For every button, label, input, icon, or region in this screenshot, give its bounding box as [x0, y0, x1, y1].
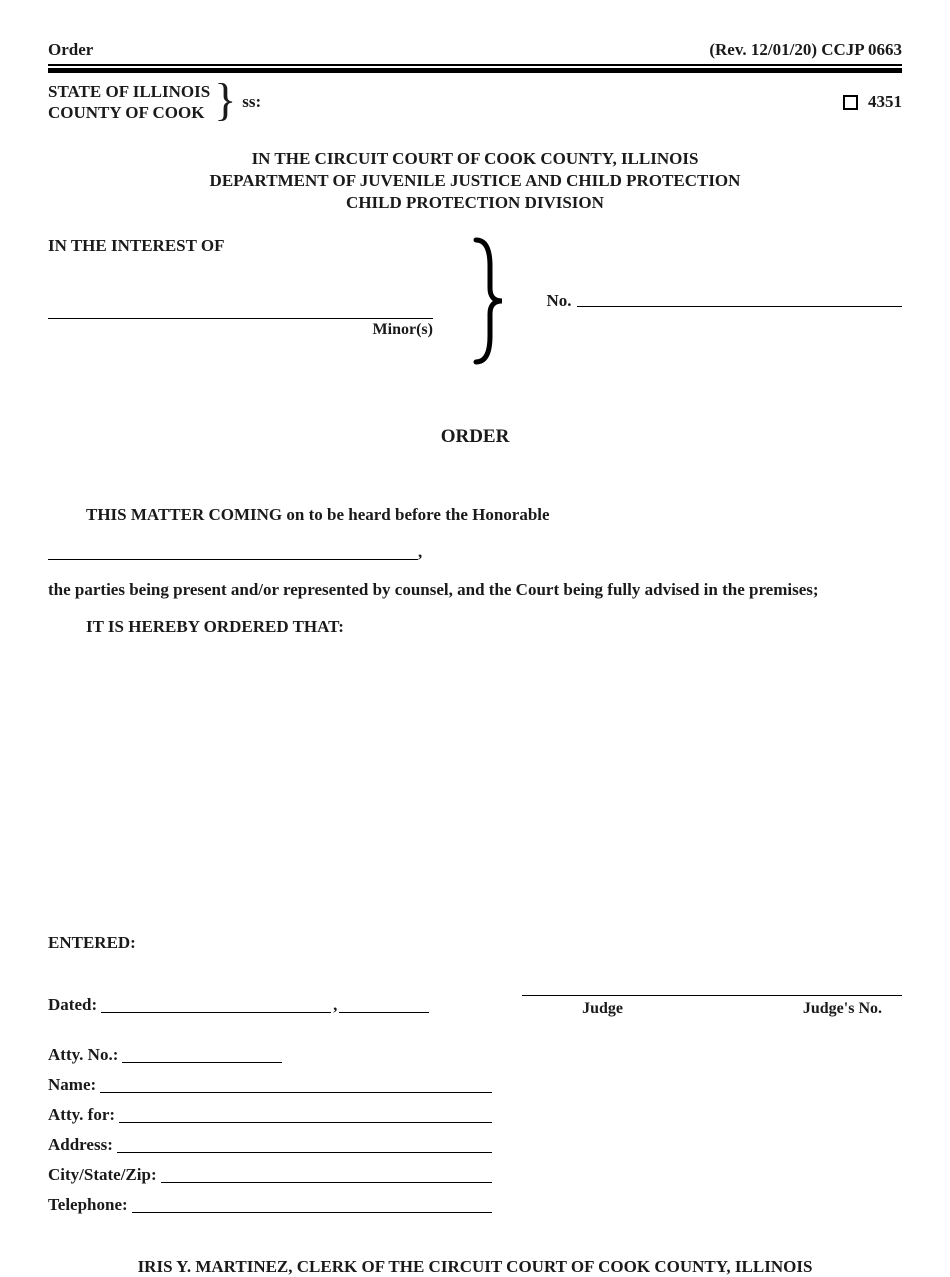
dated-row: Dated: ,	[48, 995, 492, 1015]
signature-left-column: Dated: , Atty. No.: Name: Atty. for: Add…	[48, 995, 492, 1225]
judge-labels-row: Judge Judge's No.	[522, 1000, 902, 1018]
minor-name-line[interactable]	[48, 318, 433, 319]
header-double-rule	[48, 68, 902, 73]
caption-left: IN THE INTEREST OF Minor(s)	[48, 236, 466, 366]
date-comma: ,	[333, 995, 337, 1015]
telephone-row: Telephone:	[48, 1195, 492, 1215]
city-state-zip-row: City/State/Zip:	[48, 1165, 492, 1185]
honorable-name-line[interactable]	[48, 559, 418, 560]
address-label: Address:	[48, 1135, 113, 1155]
curly-brace-svg	[468, 236, 504, 366]
date-line-2[interactable]	[339, 1012, 429, 1013]
atty-no-row: Atty. No.:	[48, 1045, 492, 1065]
signature-section: Dated: , Atty. No.: Name: Atty. for: Add…	[48, 995, 902, 1225]
case-no-line[interactable]	[577, 306, 902, 307]
form-4351-checkbox[interactable]	[843, 95, 858, 110]
county-line: COUNTY OF COOK	[48, 102, 210, 123]
body-line3-text: IT IS HEREBY ORDERED THAT:	[86, 617, 344, 636]
date-line-1[interactable]	[101, 1012, 331, 1013]
judge-label: Judge	[582, 1000, 623, 1018]
court-heading-line3: CHILD PROTECTION DIVISION	[48, 192, 902, 214]
state-county-text: STATE OF ILLINOIS COUNTY OF COOK	[48, 81, 210, 124]
order-title: ORDER	[48, 426, 902, 448]
page-header: Order (Rev. 12/01/20) CCJP 0663	[48, 40, 902, 66]
dated-label: Dated:	[48, 995, 97, 1015]
header-left: Order	[48, 40, 93, 60]
atty-for-label: Atty. for:	[48, 1105, 115, 1125]
telephone-label: Telephone:	[48, 1195, 128, 1215]
atty-no-label: Atty. No.:	[48, 1045, 118, 1065]
state-line: STATE OF ILLINOIS	[48, 81, 210, 102]
signature-right-column: Judge Judge's No.	[522, 995, 902, 1225]
address-line[interactable]	[117, 1152, 492, 1153]
brace-large-icon	[466, 236, 506, 366]
clerk-footer: IRIS Y. MARTINEZ, CLERK OF THE CIRCUIT C…	[48, 1257, 902, 1277]
body-line2: the parties being present and/or represe…	[48, 571, 902, 608]
address-row: Address:	[48, 1135, 492, 1155]
case-caption: IN THE INTEREST OF Minor(s) No.	[48, 236, 902, 366]
entered-label: ENTERED:	[48, 933, 902, 953]
atty-for-row: Atty. for:	[48, 1105, 492, 1125]
judge-no-label: Judge's No.	[803, 1000, 882, 1018]
body-line3: IT IS HEREBY ORDERED THAT:	[48, 608, 902, 645]
header-right: (Rev. 12/01/20) CCJP 0663	[709, 40, 902, 60]
telephone-line[interactable]	[132, 1212, 492, 1213]
court-heading: IN THE CIRCUIT COURT OF COOK COUNTY, ILL…	[48, 148, 902, 214]
jurisdiction-block: STATE OF ILLINOIS COUNTY OF COOK } ss: 4…	[48, 81, 902, 124]
interest-of-label: IN THE INTEREST OF	[48, 236, 466, 256]
ss-label: ss:	[242, 92, 261, 112]
form-4351-number: 4351	[868, 92, 902, 112]
order-body: THIS MATTER COMING on to be heard before…	[48, 496, 902, 646]
judge-signature-line[interactable]	[522, 995, 902, 996]
name-label: Name:	[48, 1075, 96, 1095]
body-line1-prefix: THIS MATTER COMING on to be heard before…	[86, 505, 550, 524]
state-county-group: STATE OF ILLINOIS COUNTY OF COOK } ss:	[48, 81, 261, 124]
brace-small-icon: }	[214, 82, 236, 119]
court-heading-line1: IN THE CIRCUIT COURT OF COOK COUNTY, ILL…	[48, 148, 902, 170]
caption-right: No.	[506, 236, 902, 366]
body-line1-suffix: ,	[418, 542, 422, 561]
city-state-zip-line[interactable]	[161, 1182, 492, 1183]
case-no-label: No.	[546, 291, 571, 311]
minor-label: Minor(s)	[48, 321, 433, 339]
name-line[interactable]	[100, 1092, 492, 1093]
atty-for-line[interactable]	[119, 1122, 492, 1123]
court-heading-line2: DEPARTMENT OF JUVENILE JUSTICE AND CHILD…	[48, 170, 902, 192]
city-state-zip-label: City/State/Zip:	[48, 1165, 157, 1185]
name-row: Name:	[48, 1075, 492, 1095]
form-number-checkbox-area: 4351	[843, 92, 902, 112]
body-line1: THIS MATTER COMING on to be heard before…	[48, 496, 902, 571]
atty-no-line[interactable]	[122, 1062, 282, 1063]
